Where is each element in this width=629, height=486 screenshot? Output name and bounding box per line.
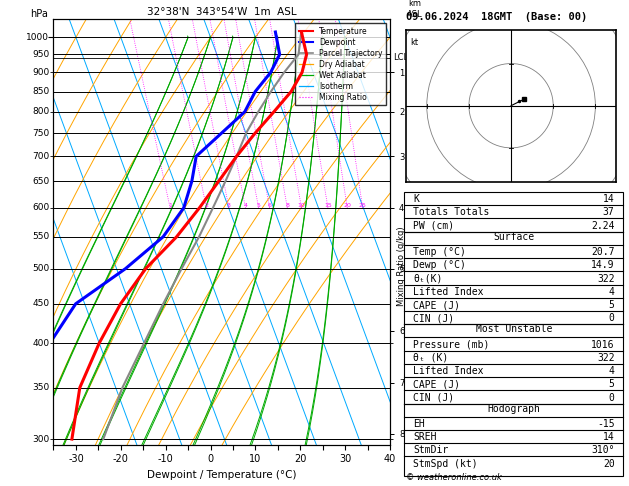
Text: 0: 0 bbox=[609, 313, 615, 323]
Text: 1016: 1016 bbox=[591, 340, 615, 350]
Text: 25: 25 bbox=[359, 203, 367, 208]
Text: 350: 350 bbox=[32, 383, 50, 392]
Text: 800: 800 bbox=[32, 107, 50, 116]
Text: 322: 322 bbox=[597, 274, 615, 284]
Text: PW (cm): PW (cm) bbox=[413, 221, 454, 231]
Text: 750: 750 bbox=[32, 129, 50, 138]
Text: θₜ (K): θₜ (K) bbox=[413, 353, 448, 363]
Text: 900: 900 bbox=[32, 68, 50, 77]
Text: 4: 4 bbox=[243, 203, 247, 208]
Title: 32°38'N  343°54'W  1m  ASL: 32°38'N 343°54'W 1m ASL bbox=[147, 7, 296, 17]
Text: -15: -15 bbox=[597, 419, 615, 429]
Text: LCL: LCL bbox=[393, 53, 408, 63]
Text: 5: 5 bbox=[609, 380, 615, 389]
Text: 09.06.2024  18GMT  (Base: 00): 09.06.2024 18GMT (Base: 00) bbox=[406, 12, 587, 22]
Text: 14: 14 bbox=[603, 194, 615, 204]
Text: 14.9: 14.9 bbox=[591, 260, 615, 270]
Text: Lifted Index: Lifted Index bbox=[413, 366, 484, 376]
Text: hPa: hPa bbox=[30, 9, 48, 18]
Text: 1: 1 bbox=[168, 203, 172, 208]
Text: StmSpd (kt): StmSpd (kt) bbox=[413, 459, 478, 469]
Text: 3: 3 bbox=[227, 203, 231, 208]
Text: StmDir: StmDir bbox=[413, 446, 448, 455]
Text: 2: 2 bbox=[204, 203, 208, 208]
Text: © weatheronline.co.uk: © weatheronline.co.uk bbox=[406, 473, 501, 482]
Text: Temp (°C): Temp (°C) bbox=[413, 247, 466, 257]
Text: 400: 400 bbox=[32, 339, 50, 347]
Text: 10: 10 bbox=[298, 203, 305, 208]
Text: 550: 550 bbox=[32, 232, 50, 242]
Text: 20: 20 bbox=[603, 459, 615, 469]
Text: Totals Totals: Totals Totals bbox=[413, 208, 489, 217]
Text: 0: 0 bbox=[609, 393, 615, 402]
Text: CIN (J): CIN (J) bbox=[413, 313, 454, 323]
Text: CIN (J): CIN (J) bbox=[413, 393, 454, 402]
Text: 37: 37 bbox=[603, 208, 615, 217]
Text: 20.7: 20.7 bbox=[591, 247, 615, 257]
Text: 1000: 1000 bbox=[26, 33, 50, 42]
Text: kt: kt bbox=[410, 38, 418, 47]
Text: 6: 6 bbox=[268, 203, 272, 208]
Text: 5: 5 bbox=[257, 203, 260, 208]
Text: km
ASL: km ASL bbox=[407, 0, 423, 18]
Text: 15: 15 bbox=[324, 203, 332, 208]
Text: 450: 450 bbox=[32, 299, 50, 308]
Text: Most Unstable: Most Unstable bbox=[476, 325, 552, 334]
Text: 500: 500 bbox=[32, 264, 50, 273]
Text: 4: 4 bbox=[609, 366, 615, 376]
Text: 4: 4 bbox=[609, 287, 615, 297]
Text: 2.24: 2.24 bbox=[591, 221, 615, 231]
Text: 310°: 310° bbox=[591, 446, 615, 455]
Text: 700: 700 bbox=[32, 152, 50, 161]
Text: θₜ(K): θₜ(K) bbox=[413, 274, 443, 284]
Text: K: K bbox=[413, 194, 419, 204]
Text: Pressure (mb): Pressure (mb) bbox=[413, 340, 489, 350]
X-axis label: Dewpoint / Temperature (°C): Dewpoint / Temperature (°C) bbox=[147, 470, 296, 480]
Text: Dewp (°C): Dewp (°C) bbox=[413, 260, 466, 270]
Text: 950: 950 bbox=[32, 50, 50, 59]
Text: 600: 600 bbox=[32, 203, 50, 212]
Text: 850: 850 bbox=[32, 87, 50, 96]
Text: Surface: Surface bbox=[493, 232, 535, 242]
Text: CAPE (J): CAPE (J) bbox=[413, 300, 460, 310]
Text: Mixing Ratio (g/kg): Mixing Ratio (g/kg) bbox=[397, 226, 406, 306]
Text: 14: 14 bbox=[603, 432, 615, 442]
Text: 20: 20 bbox=[343, 203, 351, 208]
Text: CAPE (J): CAPE (J) bbox=[413, 380, 460, 389]
Text: 8: 8 bbox=[286, 203, 289, 208]
Text: 322: 322 bbox=[597, 353, 615, 363]
Text: Lifted Index: Lifted Index bbox=[413, 287, 484, 297]
Text: Hodograph: Hodograph bbox=[487, 404, 540, 414]
Legend: Temperature, Dewpoint, Parcel Trajectory, Dry Adiabat, Wet Adiabat, Isotherm, Mi: Temperature, Dewpoint, Parcel Trajectory… bbox=[295, 23, 386, 105]
Text: 300: 300 bbox=[32, 434, 50, 444]
Text: SREH: SREH bbox=[413, 432, 437, 442]
Text: 650: 650 bbox=[32, 176, 50, 186]
Text: EH: EH bbox=[413, 419, 425, 429]
Text: 5: 5 bbox=[609, 300, 615, 310]
